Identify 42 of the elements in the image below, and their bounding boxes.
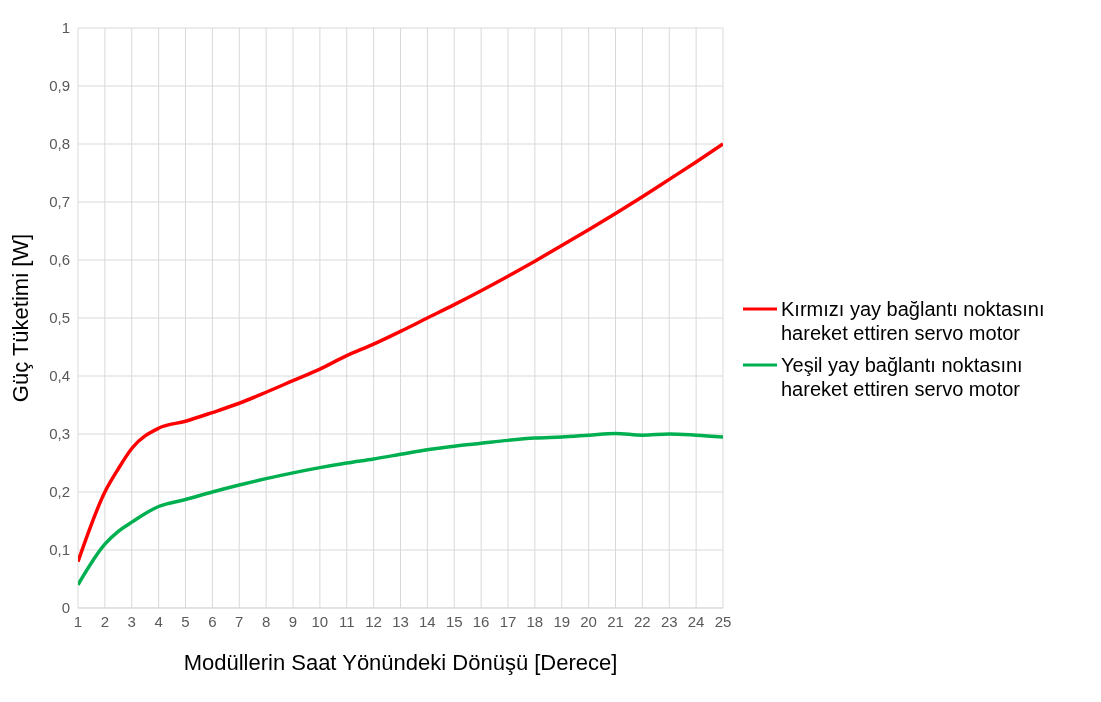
y-tick-label: 0,5 [49,309,70,327]
x-tick-label: 11 [338,612,355,630]
line-series [78,142,723,564]
x-tick-label: 4 [154,612,163,630]
x-tick-label: 8 [261,612,271,630]
x-tick-label: 21 [607,612,624,630]
x-tick-label: 14 [419,612,436,630]
x-tick-label: 12 [365,612,382,630]
y-tick-label: 0,1 [49,541,70,559]
y-tick-label: 0,8 [49,135,70,153]
line-series [78,431,723,587]
legend-label: Kırmızı yay bağlantı noktasını hareket ettiren servo motor [781,297,1046,345]
y-tick-label: 0,9 [49,77,70,95]
x-tick-label: 15 [445,612,463,630]
x-axis-title: Modüllerin Saat Yönündeki Dönüşü [Derece] [183,650,618,675]
y-tick-label: 0 [61,599,70,617]
x-tick-label: 5 [181,612,190,630]
y-tick-label: 0,3 [49,425,70,443]
x-tick-label: 18 [526,612,544,630]
x-tick-label: 6 [208,612,217,630]
x-tick-label: 19 [553,612,571,630]
x-tick-label: 25 [714,612,732,630]
x-tick-label: 20 [580,612,597,630]
x-tick-label: 16 [472,612,490,630]
y-tick-label: 0,2 [49,483,70,501]
x-tick-label: 23 [660,612,678,630]
x-tick-label: 24 [687,612,705,630]
x-tick-label: 10 [311,612,329,630]
x-tick-label: 3 [127,612,136,630]
y-axis-title: Güç Tüketimi [W] [7,233,33,403]
y-tick-label: 0,7 [49,193,70,211]
x-tick-label: 13 [392,612,409,630]
x-tick-label: 1 [73,612,83,630]
x-tick-label: 17 [499,612,517,630]
x-tick-label: 2 [100,612,110,630]
legend-label: Yeşil yay bağlantı noktasını hareket ettiren servo motor [781,353,1024,401]
x-tick-label: 9 [288,612,298,630]
y-tick-label: 1 [61,19,70,37]
x-tick-label: 7 [235,612,244,630]
y-tick-label: 0,6 [49,251,70,269]
x-tick-label: 22 [634,612,651,630]
y-tick-label: 0,4 [49,367,70,385]
